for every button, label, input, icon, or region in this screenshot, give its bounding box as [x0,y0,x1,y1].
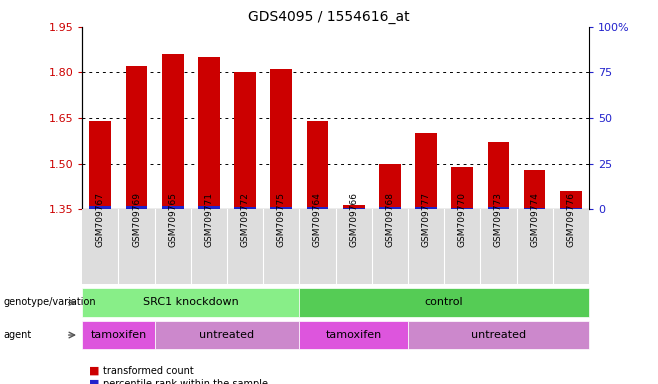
Text: GSM709768: GSM709768 [386,192,394,247]
Text: GSM709776: GSM709776 [567,192,575,247]
Text: GSM709770: GSM709770 [458,192,467,247]
Bar [307,207,328,209]
Text: agent: agent [3,330,32,340]
Bar [198,57,220,209]
Bar [126,66,147,209]
Text: GSM709773: GSM709773 [494,192,503,247]
Bar [343,205,365,209]
Bar [89,121,111,209]
Bar [415,207,437,209]
Text: GSM709767: GSM709767 [96,192,105,247]
Text: tamoxifen: tamoxifen [326,330,382,340]
Bar [560,191,582,209]
Text: untreated: untreated [471,330,526,340]
Bar [234,73,256,209]
Bar [560,208,582,209]
Bar [524,170,545,209]
Bar [162,206,184,209]
Text: GSM709765: GSM709765 [168,192,177,247]
Text: GSM709769: GSM709769 [132,192,141,247]
Bar [488,142,509,209]
Bar [415,133,437,209]
Text: GSM709771: GSM709771 [205,192,213,247]
Text: GSM709764: GSM709764 [313,192,322,247]
Text: SRC1 knockdown: SRC1 knockdown [143,297,239,308]
Bar [234,207,256,209]
Text: GSM709766: GSM709766 [349,192,358,247]
Text: untreated: untreated [199,330,255,340]
Text: percentile rank within the sample: percentile rank within the sample [103,379,268,384]
Text: GSM709777: GSM709777 [422,192,430,247]
Text: GSM709775: GSM709775 [277,192,286,247]
Bar [162,54,184,209]
Bar [270,70,292,209]
Bar [524,208,545,209]
Text: transformed count: transformed count [103,366,194,376]
Text: GSM709772: GSM709772 [241,192,249,247]
Bar [89,206,111,209]
Bar [379,207,401,209]
Text: control: control [425,297,463,308]
Bar [451,167,473,209]
Bar [126,206,147,209]
Bar [307,121,328,209]
Bar [198,206,220,209]
Text: GSM709774: GSM709774 [530,192,539,247]
Bar [488,207,509,209]
Text: GDS4095 / 1554616_at: GDS4095 / 1554616_at [248,10,410,23]
Text: ■: ■ [89,379,99,384]
Text: tamoxifen: tamoxifen [90,330,147,340]
Bar [270,207,292,209]
Text: genotype/variation: genotype/variation [3,297,96,308]
Text: ■: ■ [89,366,99,376]
Bar [379,164,401,209]
